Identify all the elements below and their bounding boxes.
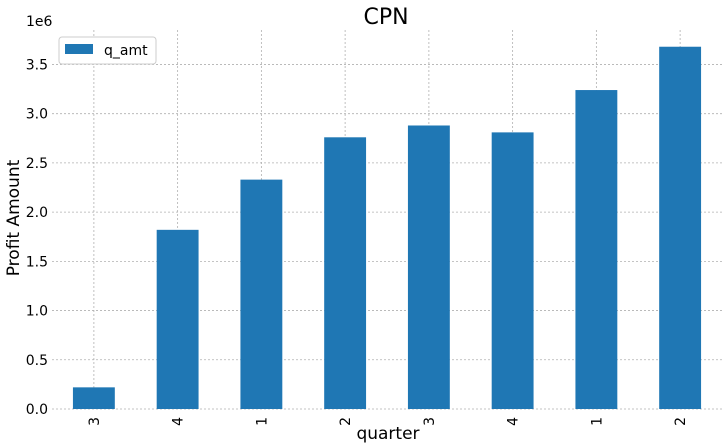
y-axis-label: Profit Amount: [4, 159, 24, 276]
y-tick-label: 3.0: [26, 107, 48, 123]
y-tick-label: 2.0: [26, 205, 48, 221]
legend-frame: [58, 36, 157, 65]
y-tick-label: 0.0: [26, 402, 48, 418]
x-tick-label: 1: [254, 417, 270, 426]
y-tick-label: 2.5: [26, 156, 48, 172]
bar: [659, 46, 702, 409]
bar: [407, 125, 450, 409]
bar: [72, 387, 115, 409]
legend-swatch: [65, 44, 93, 54]
bar: [240, 179, 283, 409]
x-tick-label: 4: [506, 417, 522, 426]
legend: q_amt: [58, 36, 157, 65]
y-tick-label: 0.5: [26, 353, 48, 369]
bars: [72, 46, 702, 410]
bar: [156, 229, 199, 409]
bar: [324, 137, 367, 409]
bar: [491, 132, 534, 410]
x-axis-label: quarter: [356, 424, 419, 444]
x-tick-label: 4: [171, 417, 187, 426]
y-tick-label: 3.5: [26, 57, 48, 73]
legend-label: q_amt: [104, 43, 148, 59]
bar: [575, 90, 618, 409]
x-tick-label: 2: [673, 417, 689, 426]
y-tick-label: 1.0: [26, 304, 48, 320]
x-tick-label: 1: [589, 417, 605, 426]
y-offset-text: 1e6: [26, 14, 53, 30]
x-axis-ticks: 3 4 1 2 3 4 1 2: [87, 417, 689, 426]
y-axis-ticks: 0.0 0.5 1.0 1.5 2.0 2.5 3.0 3.5: [26, 57, 48, 418]
x-tick-label: 2: [338, 417, 354, 426]
y-tick-label: 1.5: [26, 254, 48, 270]
x-tick-label: 3: [422, 417, 438, 426]
grid: [52, 30, 722, 410]
x-tick-label: 3: [87, 417, 103, 426]
chart-title: CPN: [363, 5, 408, 30]
